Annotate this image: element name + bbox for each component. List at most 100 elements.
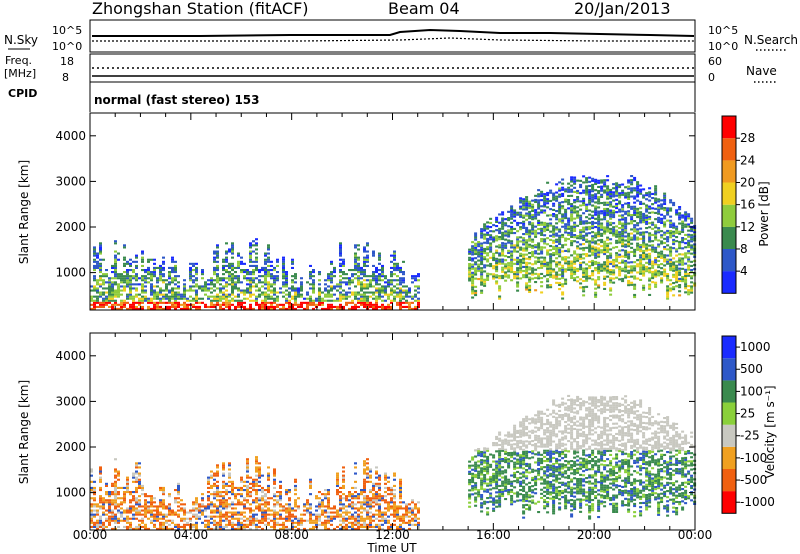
power-echo-cell [396,264,399,267]
power-echo-cell [660,250,664,253]
power-echo-cell [99,242,102,245]
power-echo-cell [591,270,595,273]
power-echo-cell [99,295,102,298]
power-echo-cell [669,264,673,267]
power-echo-cell [600,212,604,215]
power-echo-cell [636,259,640,262]
velocity-echo-cell [297,517,300,520]
power-echo-cell [672,226,676,229]
power-echo-cell [570,276,574,279]
velocity-echo-cell [237,486,240,489]
power-echo-cell [609,197,613,200]
velocity-echo-cell [123,499,126,502]
power-echo-cell [339,275,342,278]
power-echo-cell [612,211,616,214]
power-echo-cell [396,287,399,290]
power-echo-cell [93,307,96,310]
velocity-echo-cell [144,495,147,498]
power-echo-cell [318,273,321,276]
velocity-echo-cell [96,511,99,514]
power-echo-cell [567,262,571,265]
power-echo-cell [513,277,517,280]
power-echo-cell [147,266,150,269]
power-echo-cell [633,176,637,179]
power-echo-cell [417,291,420,294]
power-echo-cell [498,295,502,298]
power-echo-cell [105,287,108,290]
power-echo-cell [660,221,664,224]
power-echo-cell [375,299,378,302]
power-echo-cell [609,254,613,257]
power-echo-cell [333,287,336,290]
velocity-echo-cell [135,511,138,514]
power-echo-cell [582,267,586,270]
power-echo-cell [354,297,357,300]
velocity-echo-cell [336,515,339,518]
power-echo-cell [150,271,153,274]
power-echo-cell [99,262,102,265]
power-echo-cell [363,275,366,278]
power-echo-cell [552,239,556,242]
power-echo-cell [111,285,114,288]
velocity-echo-cell [342,527,345,530]
velocity-echo-cell [339,507,342,510]
power-echo-cell [564,256,568,259]
power-echo-cell [486,252,490,255]
power-echo-cell [249,273,252,276]
velocity-echo-cell [324,525,327,528]
power-echo-cell [390,283,393,286]
power-echo-cell [684,291,688,294]
power-echo-cell [666,273,670,276]
power-echo-cell [390,266,393,269]
power-echo-cell [210,283,213,286]
power-echo-cell [162,275,165,278]
power-echo-cell [369,301,372,304]
power-echo-cell [171,287,174,290]
power-echo-cell [312,283,315,286]
velocity-echo-cell [327,507,330,510]
power-echo-cell [258,307,261,310]
power-echo-cell [360,269,363,272]
power-echo-cell [153,273,156,276]
power-echo-cell [126,293,129,296]
power-echo-cell [591,177,595,180]
velocity-echo-cell [324,523,327,526]
power-echo-cell [366,287,369,290]
power-echo-cell [648,271,652,274]
power-echo-cell [417,301,420,304]
power-echo-cell [117,252,120,255]
velocity-echo-cell [267,474,270,477]
power-echo-cell [573,199,577,202]
velocity-echo-cell [192,525,195,528]
power-echo-cell [147,269,150,272]
power-echo-cell [585,255,589,258]
velocity-echo-cell [90,505,93,508]
power-echo-cell [576,259,580,262]
power-echo-cell [144,291,147,294]
power-echo-cell [114,260,117,263]
power-echo-cell [177,305,180,308]
power-echo-cell [273,277,276,280]
power-echo-cell [471,247,475,250]
power-echo-cell [537,244,541,247]
power-echo-cell [603,228,607,231]
power-echo-cell [531,228,535,231]
velocity-echo-cell [240,513,243,516]
power-echo-cell [579,231,583,234]
velocity-echo-cell [114,470,117,473]
power-echo-cell [114,289,117,292]
velocity-echo-cell [216,470,219,473]
power-echo-cell [675,279,679,282]
power-echo-cell [129,262,132,265]
power-echo-cell [312,303,315,306]
power-echo-cell [684,223,688,226]
velocity-echo-cell [300,517,303,520]
velocity-echo-cell [339,515,342,518]
power-echo-cell [537,242,541,245]
power-echo-cell [216,287,219,290]
power-echo-cell [411,301,414,304]
power-echo-cell [558,249,562,252]
power-echo-cell [150,289,153,292]
power-echo-cell [573,221,577,224]
velocity-echo-cell [207,476,210,479]
